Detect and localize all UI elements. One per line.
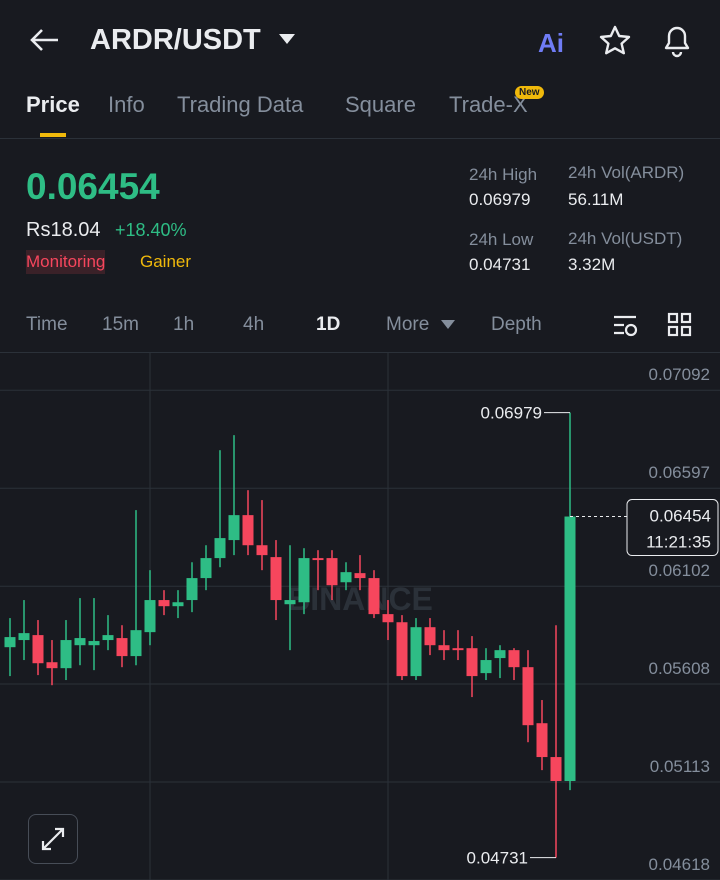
candle-body	[354, 573, 366, 579]
candle-body	[368, 578, 380, 615]
divider	[0, 138, 720, 139]
fullscreen-button[interactable]	[28, 814, 78, 864]
y-tick-label: 0.05608	[649, 659, 710, 678]
tab[interactable]: Price	[26, 92, 80, 117]
candle-body	[130, 630, 142, 657]
high-label: 0.06979	[481, 404, 542, 423]
layout-button[interactable]	[667, 312, 693, 338]
candle-body	[522, 667, 534, 726]
candle-body	[312, 558, 324, 561]
indicator-settings[interactable]	[612, 312, 640, 340]
last-time-label: 11:21:35	[646, 533, 711, 552]
candle-body	[32, 635, 44, 664]
interval[interactable]: 15m	[102, 314, 139, 335]
candle-body	[200, 558, 212, 579]
candle-body	[242, 515, 254, 546]
candle-body	[382, 614, 394, 623]
candle-body	[550, 757, 562, 782]
candle-body	[452, 648, 464, 651]
candle-body	[186, 578, 198, 601]
candle-body	[228, 515, 240, 541]
candle-body	[466, 648, 478, 677]
pair-dropdown[interactable]	[278, 33, 296, 45]
last-price: 0.06454	[26, 166, 160, 207]
y-tick-label: 0.05113	[650, 757, 710, 776]
stat-value: 56.11M	[568, 190, 624, 209]
gainer-tag[interactable]: Gainer	[140, 252, 192, 271]
stat-label: 24h Vol(ARDR)	[568, 163, 685, 182]
low-label: 0.04731	[467, 849, 528, 868]
stat-value: 0.04731	[469, 255, 531, 274]
candle-body	[46, 662, 58, 669]
pair-title[interactable]: ARDR/USDT	[90, 24, 261, 56]
more-dropdown[interactable]	[441, 320, 455, 329]
tab[interactable]: Info	[108, 92, 145, 117]
y-tick-label: 0.07092	[649, 365, 710, 384]
candle-body	[158, 600, 170, 607]
candle-body	[60, 640, 72, 669]
candle-body	[102, 635, 114, 641]
candle-body	[396, 622, 408, 677]
stat-label: 24h Vol(USDT)	[568, 229, 683, 248]
monitoring-tag[interactable]: Monitoring	[26, 250, 106, 274]
candle-body	[424, 627, 436, 646]
candle-body	[494, 650, 506, 659]
divider	[0, 352, 720, 353]
candle-body	[326, 558, 338, 586]
alert-button[interactable]	[660, 22, 694, 58]
candle-body	[438, 645, 450, 651]
interval[interactable]: 1h	[173, 314, 195, 335]
back-button[interactable]	[28, 26, 60, 54]
candle-body	[214, 538, 226, 559]
stat-value: 0.06979	[469, 190, 531, 209]
y-tick-label: 0.06597	[649, 463, 710, 482]
candle-body	[298, 558, 310, 603]
tab[interactable]: Square	[345, 92, 416, 117]
candle-body	[480, 660, 492, 674]
y-tick-label: 0.06102	[649, 561, 710, 580]
candle-body	[340, 572, 352, 583]
new-badge: New	[515, 86, 544, 99]
interval[interactable]: Time	[26, 314, 68, 335]
stat-label: 24h Low	[469, 230, 534, 249]
tab[interactable]: Trading Data	[177, 92, 304, 117]
candle-body	[536, 723, 548, 758]
candle-body	[116, 638, 128, 657]
candle-body	[284, 600, 296, 605]
candle-body	[508, 650, 520, 668]
tab-indicator	[40, 133, 66, 137]
candle-body	[256, 545, 268, 556]
candle-body	[564, 516, 576, 782]
ai-button[interactable]: Ai	[538, 28, 564, 58]
interval[interactable]: Depth	[491, 314, 542, 335]
interval[interactable]: 1D	[316, 314, 341, 335]
y-tick-label: 0.04618	[649, 855, 710, 874]
tab[interactable]: Trade-X	[449, 92, 528, 117]
last-price-label: 0.06454	[650, 507, 711, 526]
interval[interactable]: 4h	[243, 314, 265, 335]
candle-body	[270, 557, 282, 601]
fiat-price: Rs18.04	[26, 219, 101, 241]
stat-label: 24h High	[469, 165, 538, 184]
candle-body	[144, 600, 156, 633]
candle-body	[172, 602, 184, 607]
interval[interactable]: More	[386, 314, 430, 335]
price-change: +18.40%	[115, 220, 187, 240]
stat-value: 3.32M	[568, 255, 616, 274]
candle-body	[88, 641, 100, 646]
candlestick-chart: BINANCE 0.070920.065970.061020.056080.05…	[0, 352, 720, 880]
candle-body	[410, 627, 422, 677]
candle-body	[74, 638, 86, 646]
favorite-button[interactable]	[598, 24, 632, 58]
candle-body	[18, 633, 30, 641]
candle-body	[4, 637, 16, 648]
last-price-box	[626, 499, 719, 557]
